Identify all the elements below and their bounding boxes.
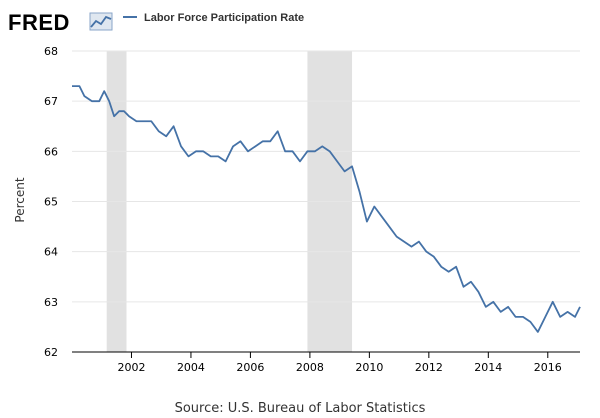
x-tick-label: 2008	[296, 361, 324, 374]
x-tick-label: 2006	[236, 361, 264, 374]
series-plot[interactable]	[71, 85, 581, 333]
y-tick-label: 62	[44, 346, 58, 359]
series-line	[72, 85, 581, 333]
fred-logo-text: FRED	[8, 10, 70, 35]
source-note: Source: U.S. Bureau of Labor Statistics	[175, 401, 426, 416]
y-tick-label: 66	[44, 145, 58, 158]
x-tick-label: 2010	[355, 361, 383, 374]
x-tick-label: 2004	[177, 361, 205, 374]
x-axis-ticks: 2002 2004 2006 2008 2010 2012 2014 2016	[117, 352, 562, 374]
y-axis-tick-labels: 62 63 64 65 66 67 68	[44, 45, 58, 359]
x-tick-label: 2002	[117, 361, 145, 374]
x-tick-label: 2014	[474, 361, 502, 374]
legend-label: Labor Force Participation Rate	[144, 12, 304, 24]
y-tick-label: 68	[44, 45, 58, 58]
chart-legend[interactable]: Labor Force Participation Rate	[123, 12, 304, 24]
grid-lines	[72, 50, 580, 353]
y-tick-label: 63	[44, 296, 58, 309]
y-tick-label: 64	[44, 246, 58, 259]
fred-logo[interactable]: FRED	[8, 10, 113, 35]
y-tick-label: 67	[44, 95, 58, 108]
y-tick-label: 65	[44, 196, 58, 209]
x-tick-label: 2012	[415, 361, 443, 374]
fred-logo-graph-icon	[89, 12, 113, 31]
y-axis-title: Percent	[13, 177, 27, 222]
x-tick-label: 2016	[534, 361, 562, 374]
